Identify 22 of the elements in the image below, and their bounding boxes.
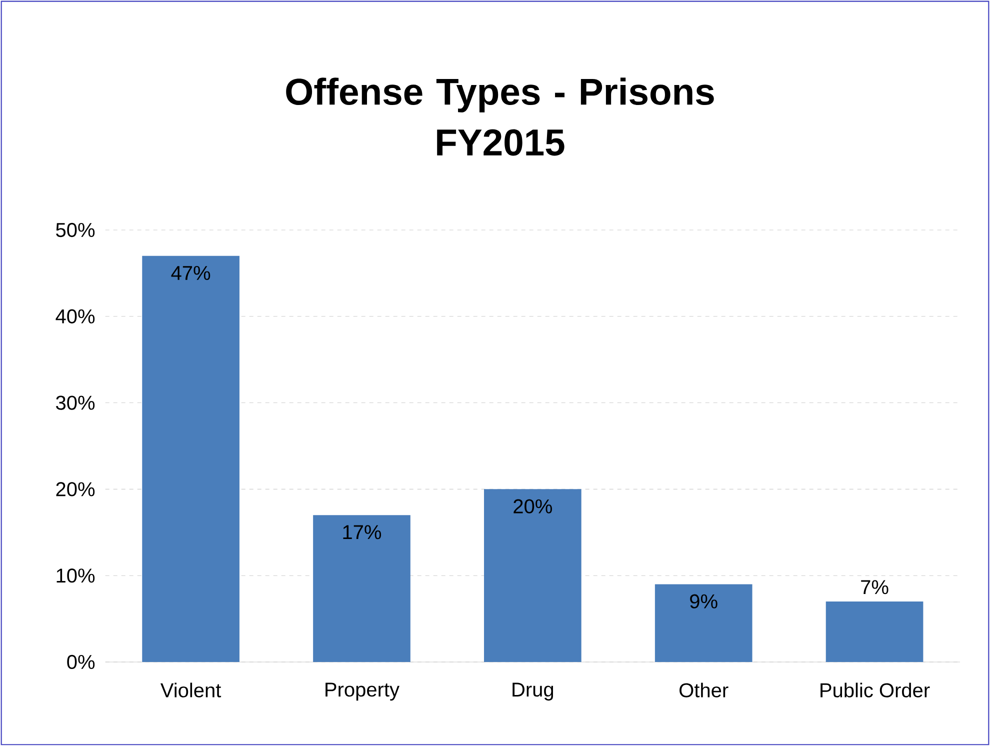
- data-label: 7%: [861, 580, 888, 594]
- bar: [313, 515, 410, 662]
- x-tick-label: Property: [326, 682, 400, 701]
- bar: [484, 489, 582, 662]
- y-tick-label: 10%: [56, 568, 95, 583]
- bar: [654, 584, 752, 662]
- chart-title: Offense Types - Prisons FY2015: [286, 78, 714, 156]
- data-label: 9%: [690, 594, 718, 608]
- x-tick-label: Public Order: [820, 682, 930, 698]
- x-tick-label: Drug: [512, 682, 554, 701]
- y-tick-label: 50%: [56, 222, 95, 238]
- x-tick-label: Other: [680, 682, 728, 698]
- data-label: 47%: [171, 266, 210, 280]
- bar: [142, 256, 240, 662]
- bar: [826, 602, 924, 662]
- y-tick-label: 20%: [56, 482, 95, 496]
- data-label: 20%: [514, 499, 552, 514]
- y-tick-label: 0%: [67, 654, 95, 670]
- x-tick-label: Violent: [160, 682, 222, 698]
- data-label: 17%: [343, 525, 382, 540]
- y-tick-label: 30%: [56, 396, 95, 410]
- y-tick-label: 40%: [56, 309, 95, 324]
